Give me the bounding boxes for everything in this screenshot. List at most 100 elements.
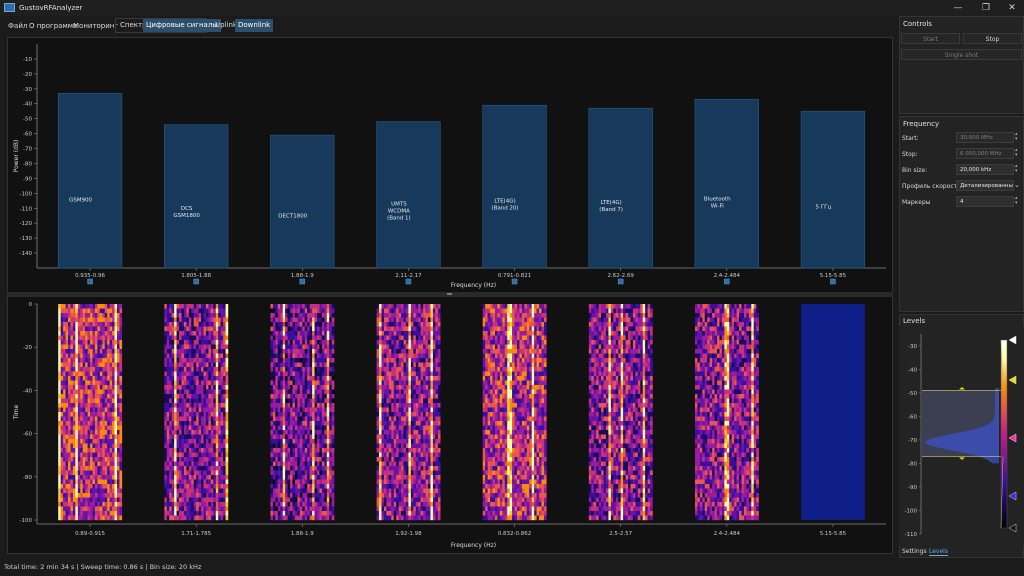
waterfall-cell	[428, 340, 431, 345]
waterfall-cell	[92, 362, 96, 368]
waterfall-cell	[191, 389, 194, 395]
waterfall-cell	[171, 461, 175, 467]
waterfall-cell	[82, 362, 86, 368]
waterfall-cell	[290, 358, 293, 363]
waterfall-cell	[102, 358, 105, 363]
waterfall-cell	[317, 308, 320, 314]
maximize-icon[interactable]: ❐	[981, 3, 991, 13]
waterfall-cell	[225, 479, 229, 485]
waterfall-cell	[391, 353, 394, 359]
waterfall-cell	[425, 484, 429, 489]
waterfall-cell	[117, 466, 120, 471]
waterfall-cell	[104, 511, 108, 516]
waterfall-cell	[376, 511, 380, 516]
waterfall-cell	[275, 331, 279, 336]
waterfall-cell	[420, 497, 424, 503]
waterfall-cell	[307, 497, 310, 503]
bar-band-label: 5 ГГц	[816, 204, 832, 210]
waterfall-cell	[63, 407, 66, 413]
waterfall-cell	[208, 367, 212, 372]
waterfall-cell	[186, 484, 190, 489]
waterfall-cell	[65, 479, 69, 485]
waterfall-cell	[218, 340, 221, 345]
waterfall-cell	[171, 376, 175, 381]
waterfall-cell	[174, 452, 177, 458]
menu-file[interactable]: Файл	[8, 22, 28, 30]
waterfall-cell	[215, 394, 219, 399]
waterfall-cell	[176, 344, 180, 350]
waterfall-cell	[80, 502, 83, 507]
waterfall-cell	[164, 497, 167, 503]
waterfall-cell	[420, 511, 424, 516]
waterfall-cell	[201, 322, 204, 327]
waterfall-cell	[68, 515, 71, 521]
waterfall-cell	[114, 439, 118, 444]
waterfall-cell	[379, 515, 382, 521]
waterfall-cell	[87, 497, 91, 503]
waterfall-cell	[423, 430, 426, 435]
waterfall-cell	[413, 344, 416, 350]
waterfall-cell	[117, 398, 120, 404]
waterfall-cell	[383, 515, 387, 521]
bar-y-tick-label: -90	[23, 176, 32, 182]
waterfall-cell	[186, 322, 190, 327]
waterfall-cell	[225, 353, 229, 359]
waterfall-cell	[208, 362, 212, 368]
menu-monitoring[interactable]: Мониторинг	[73, 22, 119, 30]
waterfall-cell	[381, 353, 385, 359]
waterfall-cell	[225, 331, 229, 336]
tab-spectrum[interactable]: Спектр	[120, 21, 147, 29]
waterfall-cell	[94, 389, 98, 395]
waterfall-cell	[309, 322, 313, 327]
waterfall-cell	[415, 389, 419, 395]
waterfall-cell	[292, 353, 296, 359]
waterfall-cell	[68, 421, 71, 426]
waterfall-cell	[277, 493, 281, 498]
waterfall-cell	[196, 376, 199, 381]
waterfall-cell	[119, 439, 123, 444]
waterfall-cell	[201, 403, 204, 408]
waterfall-cell	[191, 317, 194, 323]
close-icon[interactable]: ✕	[1008, 3, 1016, 13]
waterfall-cell	[309, 394, 313, 399]
waterfall-cell	[277, 322, 281, 327]
tab-uplink[interactable]: Uplink	[215, 21, 237, 29]
waterfall-cell	[319, 430, 323, 435]
waterfall-cell	[218, 430, 221, 435]
waterfall-cell	[275, 511, 279, 516]
menu-about[interactable]: О программе	[29, 22, 78, 30]
waterfall-cell	[102, 326, 105, 332]
waterfall-cell	[410, 340, 414, 345]
waterfall-cell	[326, 367, 330, 372]
waterfall-cell	[292, 457, 296, 462]
waterfall-cell	[270, 443, 274, 449]
waterfall-cell	[112, 425, 115, 431]
waterfall-cell	[70, 371, 74, 377]
waterfall-cell	[193, 412, 197, 417]
tab-digital-signals[interactable]: Цифровые сигналы	[143, 19, 221, 32]
waterfall-cell	[193, 385, 197, 390]
waterfall-cell	[275, 461, 279, 467]
waterfall-cell	[90, 349, 93, 354]
waterfall-cell	[107, 448, 110, 453]
waterfall-cell	[270, 484, 274, 489]
waterfall-cell	[225, 403, 229, 408]
waterfall-cell	[80, 506, 83, 512]
waterfall-cell	[80, 475, 83, 480]
waterfall-cell	[63, 389, 66, 395]
waterfall-cell	[304, 407, 308, 413]
waterfall-cell	[213, 448, 216, 453]
waterfall-cell	[280, 326, 283, 332]
waterfall-cell	[396, 304, 399, 309]
tab-downlink[interactable]: Downlink	[235, 19, 274, 32]
waterfall-cell	[176, 349, 180, 354]
waterfall-cell	[277, 425, 281, 431]
waterfall-cell	[72, 425, 76, 431]
waterfall-cell	[307, 389, 310, 395]
waterfall-cell	[171, 484, 175, 489]
waterfall-cell	[213, 430, 216, 435]
waterfall-cell	[329, 457, 332, 462]
waterfall-cell	[287, 448, 291, 453]
waterfall-cell	[102, 439, 105, 444]
minimize-icon[interactable]: —	[953, 3, 963, 13]
